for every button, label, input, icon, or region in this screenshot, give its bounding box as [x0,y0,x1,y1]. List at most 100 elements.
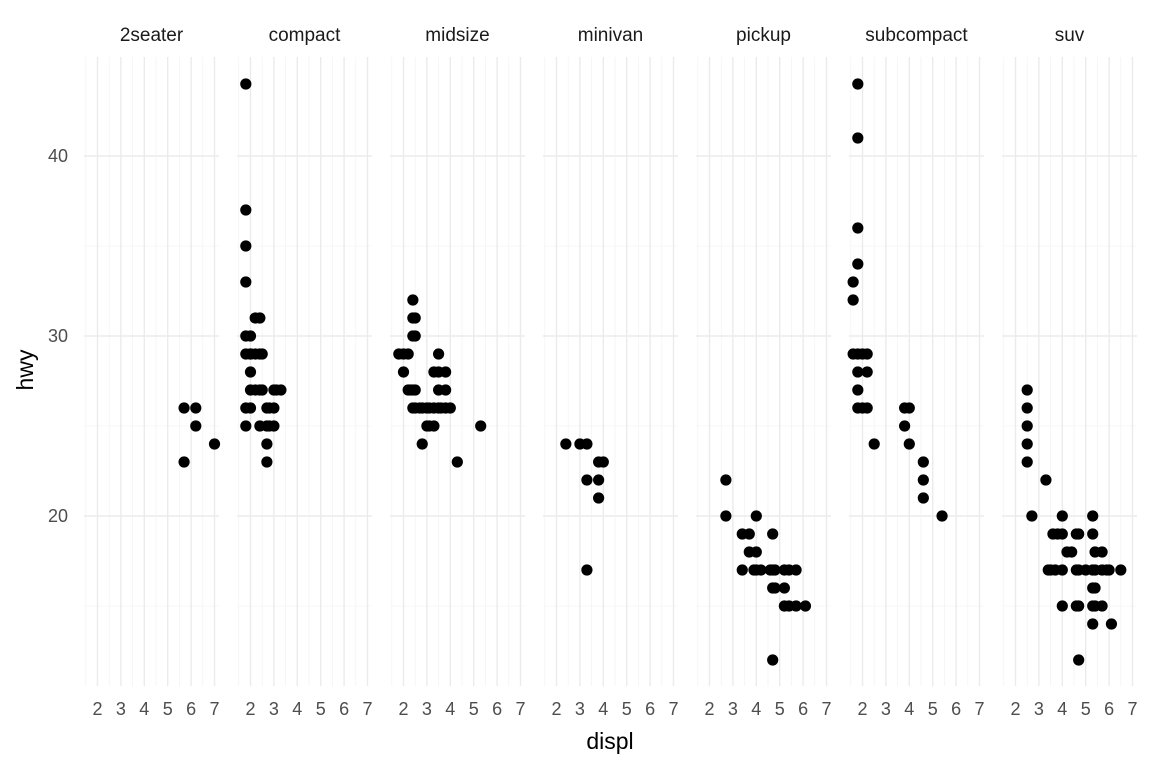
x-tick-label: 3 [269,699,279,719]
x-tick-label: 5 [928,699,938,719]
data-point [261,456,273,468]
data-point [208,438,221,450]
data-point [581,438,593,450]
data-point [750,546,762,558]
x-tick-label: 2 [92,699,102,719]
x-tick-label: 4 [598,699,608,719]
data-point [190,402,202,414]
x-tick-label: 2 [551,699,561,719]
data-point [256,348,268,360]
data-point [852,132,864,144]
x-tick-label: 7 [974,699,984,719]
x-tick-label: 6 [186,699,196,719]
x-tick-label: 5 [1081,699,1091,719]
data-point [1021,402,1033,414]
data-point [769,582,781,594]
x-tick-label: 2 [1010,699,1020,719]
x-tick-label: 3 [728,699,738,719]
data-point [799,600,812,612]
x-tick-label: 6 [798,699,808,719]
facet-panel-2seater: 2 3 4 5 6 7 2seater [84,25,221,719]
facet-strip-label: suv [1055,25,1085,46]
facet-strip-label: midsize [425,25,489,46]
data-point [244,402,257,414]
x-tick-label: 3 [116,699,126,719]
x-tick-label: 7 [1127,699,1137,719]
x-tick-label: 3 [1034,699,1044,719]
data-point [1021,384,1033,396]
data-point [847,294,859,306]
data-point [409,330,421,342]
data-point [560,438,572,450]
data-point [899,420,911,432]
data-point [1096,600,1108,612]
facet-panel-suv: 2 3 4 5 6 7 suv [1002,25,1138,719]
data-point [1056,600,1068,612]
data-point [1073,600,1085,612]
data-point [581,474,593,486]
facet-strip-label: 2seater [120,25,184,46]
data-point [240,78,252,90]
x-tick-label: 4 [904,699,914,719]
data-point [743,528,755,540]
data-point [755,564,767,576]
facet-strip-label: compact [269,25,342,46]
facet-panel-compact: 2 3 4 5 6 7 compact [237,25,373,719]
data-point [917,456,929,468]
data-point [767,654,779,666]
data-point [847,276,859,288]
data-point [903,402,915,414]
data-point [240,240,252,252]
data-point [1040,474,1052,486]
data-point [1087,528,1099,540]
x-tick-label: 7 [362,699,372,719]
data-point [1073,654,1085,666]
data-point [778,582,790,594]
data-point [1056,564,1068,576]
data-point [1021,438,1033,450]
data-point [409,384,421,396]
data-point [790,564,802,576]
data-point [720,474,732,486]
data-point [407,294,419,306]
x-tick-label: 3 [575,699,585,719]
data-point [244,366,257,378]
x-tick-label: 2 [704,699,714,719]
data-point [720,510,732,522]
data-point [254,312,266,324]
data-point [917,492,929,504]
data-point [261,438,273,450]
facet-panel-midsize: 2 3 4 5 6 7 midsize [390,25,526,719]
data-point [1021,456,1033,468]
x-tick-label: 7 [821,699,831,719]
data-point [1096,546,1108,558]
data-point [917,474,929,486]
data-point [440,384,452,396]
data-point [1056,528,1068,540]
data-point [903,438,915,450]
data-point [402,348,414,360]
data-point [409,312,421,324]
x-tick-label: 5 [469,699,479,719]
data-point [852,366,864,378]
data-point [1103,564,1115,576]
data-point [178,402,190,414]
x-tick-label: 3 [881,699,891,719]
data-point [1105,618,1118,630]
data-point [790,600,802,612]
x-tick-label: 7 [668,699,678,719]
x-tick-label: 2 [398,699,408,719]
x-tick-label: 4 [139,699,149,719]
data-point [852,222,864,234]
facet-panel-minivan: 2 3 4 5 6 7 minivan [543,25,679,719]
facet-strip-label: minivan [578,25,643,46]
x-tick-label: 4 [292,699,302,719]
data-point [190,420,202,432]
data-point [750,510,762,522]
x-tick-label: 7 [209,699,219,719]
data-point [1115,564,1127,576]
x-tick-label: 5 [622,699,632,719]
x-tick-label: 6 [951,699,961,719]
